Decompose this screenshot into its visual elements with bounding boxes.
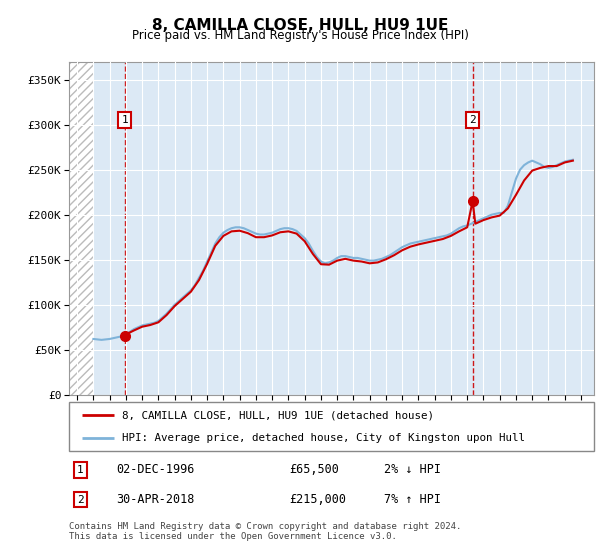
FancyBboxPatch shape <box>69 402 594 451</box>
Text: 8, CAMILLA CLOSE, HULL, HU9 1UE (detached house): 8, CAMILLA CLOSE, HULL, HU9 1UE (detache… <box>121 410 433 421</box>
Text: £65,500: £65,500 <box>290 464 340 477</box>
Text: 8, CAMILLA CLOSE, HULL, HU9 1UE: 8, CAMILLA CLOSE, HULL, HU9 1UE <box>152 18 448 33</box>
Text: Contains HM Land Registry data © Crown copyright and database right 2024.
This d: Contains HM Land Registry data © Crown c… <box>69 522 461 542</box>
Text: 7% ↑ HPI: 7% ↑ HPI <box>384 493 441 506</box>
Text: £215,000: £215,000 <box>290 493 347 506</box>
Text: 2% ↓ HPI: 2% ↓ HPI <box>384 464 441 477</box>
Text: 2: 2 <box>77 494 84 505</box>
Text: Price paid vs. HM Land Registry's House Price Index (HPI): Price paid vs. HM Land Registry's House … <box>131 29 469 42</box>
Text: 1: 1 <box>77 465 84 475</box>
Text: 02-DEC-1996: 02-DEC-1996 <box>116 464 194 477</box>
Text: HPI: Average price, detached house, City of Kingston upon Hull: HPI: Average price, detached house, City… <box>121 433 524 444</box>
Bar <box>69 62 94 395</box>
Text: 1: 1 <box>121 115 128 125</box>
Text: 2: 2 <box>469 115 476 125</box>
Text: 30-APR-2018: 30-APR-2018 <box>116 493 194 506</box>
